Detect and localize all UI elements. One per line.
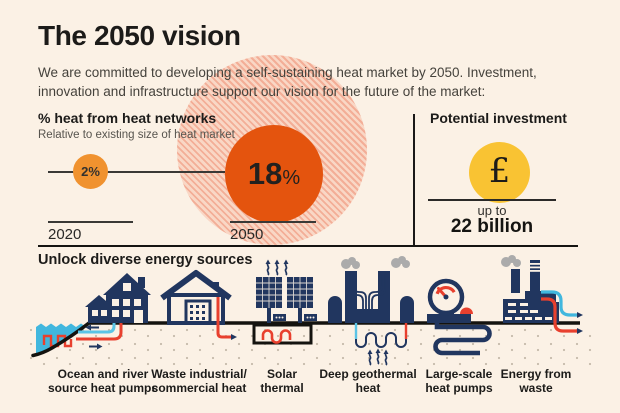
investment-heading: Potential investment <box>430 110 567 126</box>
intro-text: We are committed to developing a self-su… <box>38 63 537 101</box>
ocean-water-icon <box>31 321 91 358</box>
intro-line-1: We are committed to developing a self-su… <box>38 65 537 80</box>
vertical-divider <box>413 114 415 246</box>
heat-networks-subheading: Relative to existing size of heat market <box>38 129 235 141</box>
solar-panels-icon <box>252 259 317 345</box>
pound-coin-icon: £ <box>469 142 530 203</box>
source-label-energy-from-waste: Energy from waste <box>500 367 572 395</box>
source-label-geothermal: Deep geothermal heat <box>319 367 417 395</box>
investment-underline <box>428 199 556 201</box>
axis-line-2050 <box>230 221 316 223</box>
bubble-2050: 18 % <box>225 125 323 223</box>
year-label-2020: 2020 <box>48 226 82 243</box>
waste-factory-icon <box>501 255 583 334</box>
horizontal-divider <box>38 245 578 247</box>
year-label-2050: 2050 <box>230 226 264 243</box>
page-title: The 2050 vision <box>38 20 241 51</box>
bubble-2020-value: 2 <box>81 164 89 179</box>
bubble-2020-unit: % <box>88 164 100 179</box>
geothermal-plant-icon <box>328 256 414 366</box>
energy-sources-illustration <box>28 255 593 367</box>
pound-symbol: £ <box>488 151 511 191</box>
connector-line <box>48 171 225 173</box>
source-label-waste-industrial: Waste industrial/ commercial heat <box>151 367 247 395</box>
bubble-2050-unit: % <box>282 167 301 189</box>
source-label-ocean: Ocean and river source heat pumps <box>47 367 159 395</box>
warehouse-icon <box>160 270 237 340</box>
house-icon <box>85 273 151 323</box>
heat-networks-heading: % heat from heat networks <box>38 110 217 126</box>
heat-pump-pipes <box>76 323 123 350</box>
bubble-2020: 2% <box>73 154 108 189</box>
bubble-2050-value: 18 <box>247 156 283 191</box>
axis-line-2020 <box>48 221 133 223</box>
source-label-solar-thermal: Solar thermal <box>260 367 304 395</box>
source-label-heat-pumps: Large-scale heat pumps <box>425 367 493 395</box>
heat-pump-gauge-icon <box>427 278 492 356</box>
intro-line-2: innovation and infrastructure support ou… <box>38 84 486 99</box>
energy-sources-heading: Unlock diverse energy sources <box>38 252 253 268</box>
investment-qualifier: up to <box>477 203 507 218</box>
investment-amount: 22 billion <box>450 216 534 237</box>
